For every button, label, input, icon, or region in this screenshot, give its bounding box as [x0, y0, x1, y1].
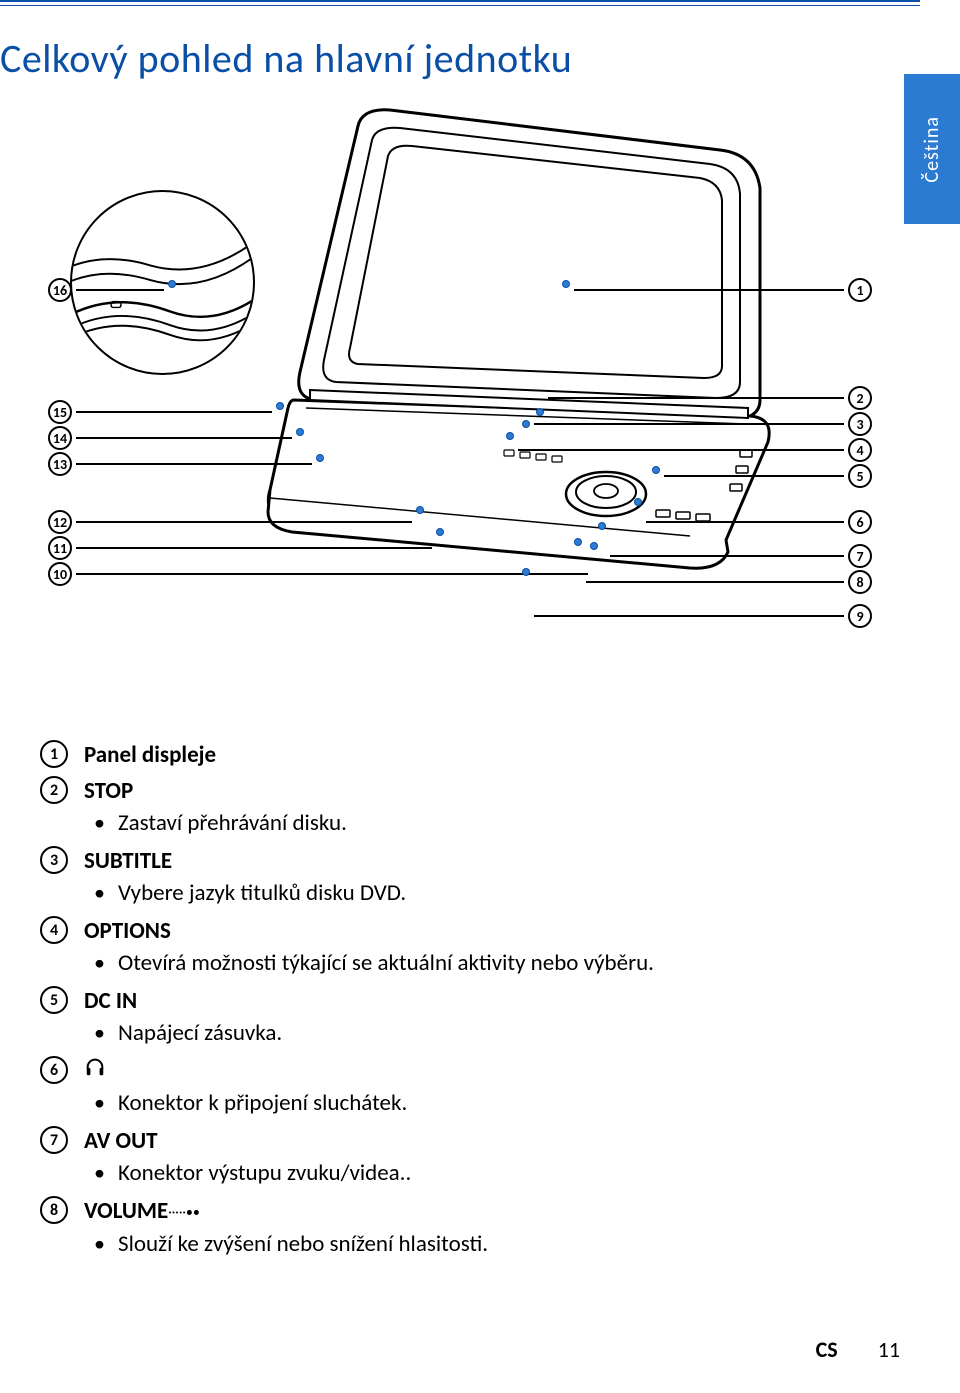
leader-dot	[598, 522, 606, 530]
definition-row: 7 AV OUTKonektor výstupu zvuku/videa..	[40, 1126, 900, 1190]
definition-number: 6	[40, 1056, 68, 1084]
leader	[534, 423, 844, 425]
leader	[76, 573, 588, 575]
callout-15: 15	[48, 400, 72, 424]
definition-bullet: Vybere jazyk titulků disku DVD.	[118, 876, 900, 910]
leader	[76, 521, 412, 523]
definition-row: 2 STOPZastaví přehrávání disku.	[40, 776, 900, 840]
device-illustration	[250, 90, 780, 650]
callout-9: 9	[848, 604, 872, 628]
leader	[646, 521, 844, 523]
callout-4: 4	[848, 438, 872, 462]
leader	[76, 289, 164, 291]
definition-number: 4	[40, 916, 68, 944]
definition-number: 8	[40, 1196, 68, 1224]
callout-3: 3	[848, 412, 872, 436]
definition-bullet: Otevírá možnosti týkající se aktuální ak…	[118, 946, 900, 980]
definition-title: OPTIONS	[84, 916, 900, 946]
callout-12: 12	[48, 510, 72, 534]
footer-page: 11	[878, 1336, 900, 1363]
leader	[610, 555, 844, 557]
leader-dot	[634, 498, 642, 506]
device-diagram: 16151413121110123456789	[20, 90, 900, 710]
leader-dot	[536, 408, 544, 416]
callout-7: 7	[848, 544, 872, 568]
page-title: Celkový pohled na hlavní jednotku	[0, 34, 572, 83]
callout-8: 8	[848, 570, 872, 594]
leader	[76, 463, 312, 465]
definition-bullet: Zastaví přehrávání disku.	[118, 806, 900, 840]
definition-title: SUBTITLE	[84, 846, 900, 876]
callout-14: 14	[48, 426, 72, 450]
leader	[664, 475, 844, 477]
language-tab-label: Čeština	[920, 116, 944, 183]
page-footer: CS 11	[816, 1336, 900, 1363]
definition-bullet: Konektor výstupu zvuku/videa..	[118, 1156, 900, 1190]
definition-row: 3 SUBTITLEVybere jazyk titulků disku DVD.	[40, 846, 900, 910]
leader	[574, 289, 844, 291]
volume-dots-icon: ·····••	[168, 1203, 200, 1220]
leader-dot	[590, 542, 598, 550]
leader	[518, 449, 844, 451]
leader-dot	[316, 454, 324, 462]
definition-bullet: Konektor k připojení sluchátek.	[118, 1086, 900, 1120]
leader-dot	[522, 420, 530, 428]
leader	[76, 547, 432, 549]
leader-dot	[522, 568, 530, 576]
definition-row: 5 DC INNapájecí zásuvka.	[40, 986, 900, 1050]
definition-bullet: Napájecí zásuvka.	[118, 1016, 900, 1050]
leader-dot	[416, 506, 424, 514]
callout-5: 5	[848, 464, 872, 488]
language-tab: Čeština	[904, 74, 960, 224]
headphones-icon	[84, 1056, 106, 1078]
definition-row: 1 Panel displeje	[40, 740, 900, 770]
callout-11: 11	[48, 536, 72, 560]
leader	[76, 437, 292, 439]
callout-13: 13	[48, 452, 72, 476]
callout-1: 1	[848, 278, 872, 302]
leader-dot	[296, 428, 304, 436]
definitions-list: 1 Panel displeje 2 STOPZastaví přehrávání d…	[40, 740, 900, 1267]
leader	[548, 397, 844, 399]
definition-number: 3	[40, 846, 68, 874]
leader-dot	[506, 432, 514, 440]
definition-bullet: Slouží ke zvýšení nebo snížení hlasitost…	[118, 1227, 900, 1261]
definition-title: DC IN	[84, 986, 900, 1016]
definition-number: 5	[40, 986, 68, 1014]
definition-number: 2	[40, 776, 68, 804]
definition-title: AV OUT	[84, 1126, 900, 1156]
leader-dot	[652, 466, 660, 474]
inset-detail	[70, 190, 255, 375]
callout-10: 10	[48, 562, 72, 586]
definition-number: 7	[40, 1126, 68, 1154]
leader	[586, 581, 844, 583]
definition-number: 1	[40, 740, 68, 768]
leader-dot	[276, 402, 284, 410]
callout-16: 16	[48, 278, 72, 302]
top-rule	[0, 0, 960, 6]
footer-lang: CS	[816, 1336, 838, 1363]
definition-title: STOP	[84, 776, 900, 806]
definition-title: VOLUME·····••	[84, 1196, 900, 1227]
definition-row: 4 OPTIONSOtevírá možnosti týkající se akt…	[40, 916, 900, 980]
definition-title: Panel displeje	[84, 740, 900, 770]
definition-row: 8 VOLUME·····••Slouží ke zvýšení nebo sn…	[40, 1196, 900, 1261]
callout-6: 6	[848, 510, 872, 534]
leader-dot	[436, 528, 444, 536]
leader-dot	[168, 280, 176, 288]
leader-dot	[574, 538, 582, 546]
definition-title	[84, 1056, 900, 1086]
leader	[534, 615, 844, 617]
leader-dot	[562, 280, 570, 288]
leader	[76, 411, 272, 413]
definition-row: 6 Konektor k připojení sluchátek.	[40, 1056, 900, 1120]
callout-2: 2	[848, 386, 872, 410]
